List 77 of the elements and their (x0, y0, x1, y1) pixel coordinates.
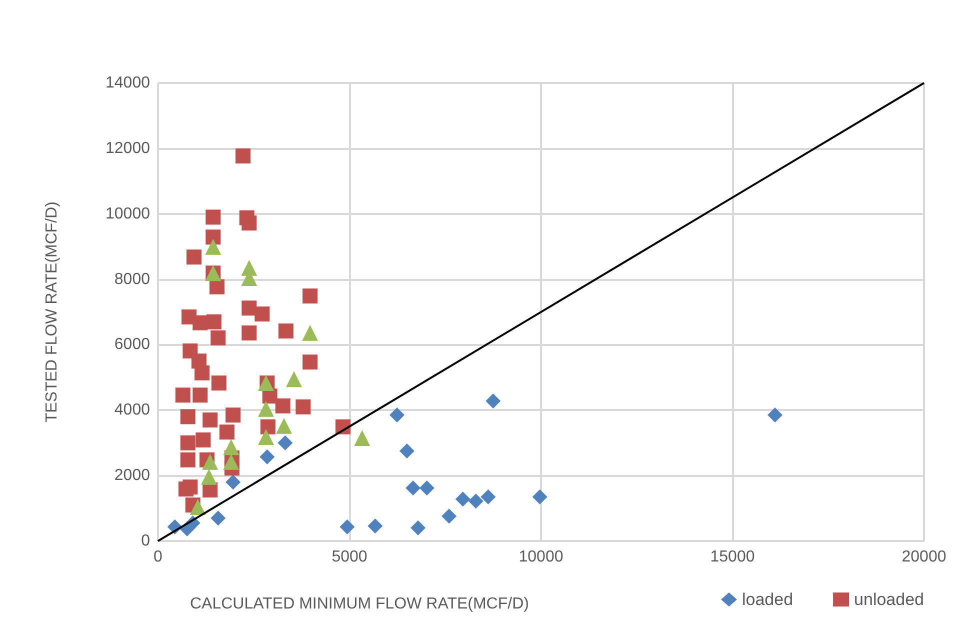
point (223, 439, 240, 456)
point (209, 279, 224, 294)
point (768, 408, 783, 423)
point (202, 454, 218, 470)
x-tick-label: 15000 (710, 548, 755, 566)
y-tick-label: 10000 (106, 205, 150, 222)
point (254, 306, 270, 322)
point (410, 520, 426, 536)
point (406, 480, 421, 496)
point (211, 375, 226, 390)
point (180, 409, 196, 424)
point (260, 449, 275, 464)
point (486, 393, 501, 408)
point (196, 432, 211, 448)
point (210, 510, 226, 526)
point (278, 435, 293, 450)
point (190, 498, 206, 515)
point (260, 419, 276, 434)
point (219, 424, 234, 440)
y-axis-title: TESTED FLOW RATE(MCF/D) (44, 201, 60, 423)
point (455, 492, 470, 507)
point (242, 325, 257, 340)
y-tick-label: 14000 (106, 74, 150, 92)
point (286, 371, 302, 388)
point (186, 250, 202, 265)
point (258, 428, 274, 445)
legend-label: loaded (742, 590, 794, 609)
point (242, 216, 257, 231)
point (205, 238, 222, 255)
y-tick-label: 12000 (106, 140, 150, 157)
point (202, 412, 218, 428)
point (236, 148, 251, 164)
point (226, 474, 241, 490)
point (192, 315, 208, 330)
point (200, 468, 217, 485)
point (206, 230, 221, 245)
point (194, 365, 210, 380)
y-tick-label: 0 (141, 532, 150, 550)
point (419, 480, 434, 496)
point (276, 418, 292, 434)
point (275, 398, 290, 414)
x-tick-label: 0 (154, 548, 163, 566)
point (302, 324, 318, 341)
point (532, 489, 548, 504)
point (278, 323, 294, 338)
x-tick-label: 5000 (332, 548, 368, 566)
point (480, 489, 496, 504)
point (210, 330, 226, 346)
point (192, 388, 208, 403)
point (468, 494, 484, 509)
x-axis-title: CALCULATED MINIMUM FLOW RATE(MCF/D) (190, 596, 529, 612)
point (242, 300, 257, 316)
x-tick-label: 10000 (518, 548, 564, 566)
x-tick-label: 20000 (902, 548, 946, 566)
legend-label: unloaded (854, 590, 924, 609)
point (302, 354, 318, 370)
y-tick-label: 6000 (114, 336, 150, 354)
point (258, 400, 274, 417)
point (206, 210, 221, 225)
point (175, 388, 190, 403)
y-tick-label: 8000 (114, 270, 150, 288)
point (296, 399, 311, 414)
point (340, 519, 355, 534)
point (354, 430, 370, 446)
point (442, 508, 457, 524)
point (206, 314, 222, 330)
y-tick-label: 2000 (114, 467, 150, 484)
point (223, 454, 240, 470)
point (302, 288, 318, 304)
point (368, 518, 383, 534)
point (399, 444, 414, 459)
y-tick-label: 4000 (114, 402, 150, 419)
point (226, 408, 241, 423)
point (180, 435, 196, 450)
point (178, 481, 194, 496)
point (389, 408, 404, 423)
point (180, 452, 196, 468)
